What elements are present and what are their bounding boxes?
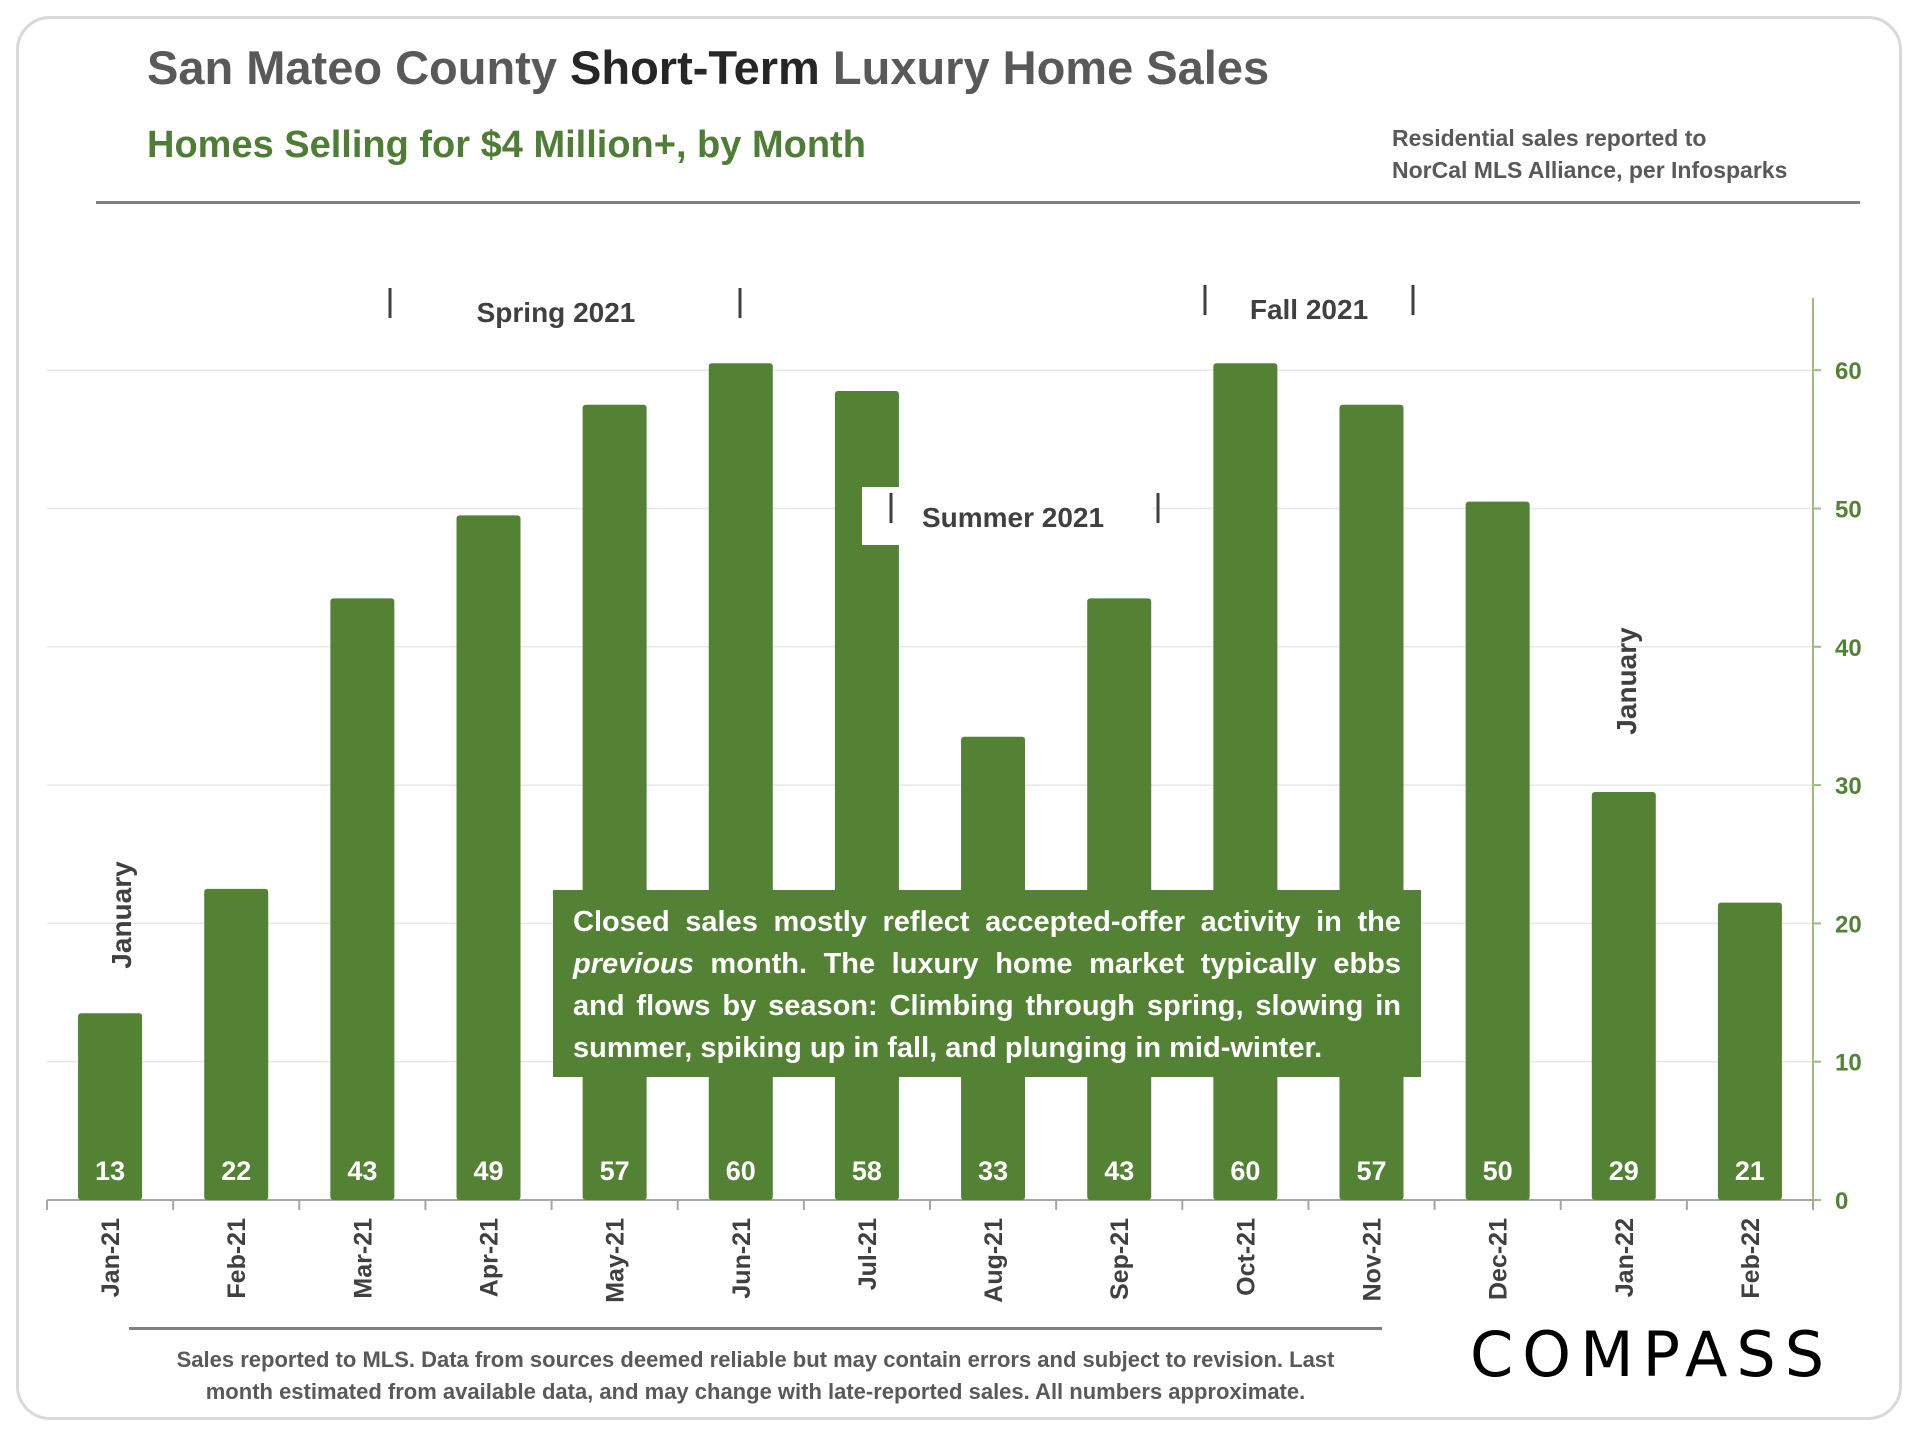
bar-value-label: 43 [1104,1156,1134,1186]
callout-emphasis: previous [573,948,694,980]
bar-feb-22 [1717,902,1782,1200]
bar-value-label: 21 [1735,1156,1765,1186]
x-tick-label: Jan-22 [1611,1218,1639,1297]
january-label: January [106,861,137,969]
bar-value-label: 60 [726,1156,756,1186]
bar-jan-22 [1591,792,1656,1200]
x-tick-label: Jan-21 [97,1218,125,1297]
bar-mar-21 [330,598,395,1200]
x-tick-label: Dec-21 [1485,1218,1513,1300]
x-tick-label: Feb-22 [1737,1218,1765,1299]
bar-value-label: 57 [600,1156,630,1186]
season-label-fall: Fall 2021 [1250,294,1368,325]
y-tick-label: 0 [1835,1188,1848,1215]
bar-value-label: 60 [1230,1156,1260,1186]
bar-value-label: 22 [221,1156,251,1186]
bar-jan-21 [78,1013,143,1200]
bar-value-label: 58 [852,1156,882,1186]
bar-dec-21 [1465,501,1530,1201]
x-tick-label: Nov-21 [1359,1218,1387,1301]
x-tick-label: Jun-21 [728,1218,756,1299]
bar-value-label: 33 [978,1156,1008,1186]
y-tick-label: 10 [1835,1050,1862,1077]
bar-apr-21 [456,515,521,1200]
y-tick-label: 40 [1835,635,1862,662]
footnote-line-1: Sales reported to MLS. Data from sources… [176,1347,1335,1372]
y-tick-label: 60 [1835,358,1862,385]
source-line-1: Residential sales reported to [1392,125,1707,151]
x-tick-label: Apr-21 [476,1218,504,1297]
x-tick-label: Feb-21 [223,1218,251,1299]
footer-divider [129,1327,1382,1330]
y-tick-label: 50 [1835,497,1862,524]
season-label-summer: Summer 2021 [922,502,1104,533]
callout-box: Closed sales mostly reflect accepted-off… [553,890,1421,1077]
bar-value-label: 57 [1356,1156,1386,1186]
chart-card [16,16,1902,1420]
bar-value-label: 49 [473,1156,503,1186]
source-line-2: NorCal MLS Alliance, per Infosparks [1392,157,1788,183]
y-tick-label: 20 [1835,911,1862,938]
footnote-line-2: month estimated from available data, and… [205,1379,1306,1404]
bar-may-21 [582,404,647,1200]
january-label: January [1611,627,1642,735]
callout-text-1: Closed sales mostly reflect accepted-off… [573,906,1401,938]
summer-label-background [862,487,1152,545]
x-tick-label: Jul-21 [854,1218,882,1290]
title-suffix: Luxury Home Sales [819,41,1270,94]
x-tick-label: Sep-21 [1106,1218,1134,1300]
title-emphasis: Short-Term [570,41,820,94]
x-tick-label: May-21 [602,1218,630,1303]
x-tick-label: Aug-21 [980,1218,1008,1303]
source-note: Residential sales reported to NorCal MLS… [1392,122,1787,186]
x-tick-label: Oct-21 [1232,1218,1260,1296]
y-tick-label: 30 [1835,773,1862,800]
bar-value-label: 29 [1609,1156,1639,1186]
bar-feb-21 [204,888,269,1200]
footnote: Sales reported to MLS. Data from sources… [129,1344,1382,1408]
title-prefix: San Mateo County [147,41,571,94]
compass-logo: COMPASS [1470,1318,1834,1391]
bar-nov-21 [1339,404,1404,1200]
x-tick-label: Mar-21 [349,1218,377,1299]
bar-value-label: 43 [347,1156,377,1186]
bar-value-label: 13 [95,1156,125,1186]
chart-title: San Mateo County Short-Term Luxury Home … [147,40,1269,95]
season-label-spring: Spring 2021 [477,297,636,328]
bar-value-label: 50 [1483,1156,1513,1186]
callout-text-2: month. The luxury home market typically … [573,948,1401,1064]
header-divider [96,201,1860,204]
chart-subtitle: Homes Selling for $4 Million+, by Month [147,124,866,166]
